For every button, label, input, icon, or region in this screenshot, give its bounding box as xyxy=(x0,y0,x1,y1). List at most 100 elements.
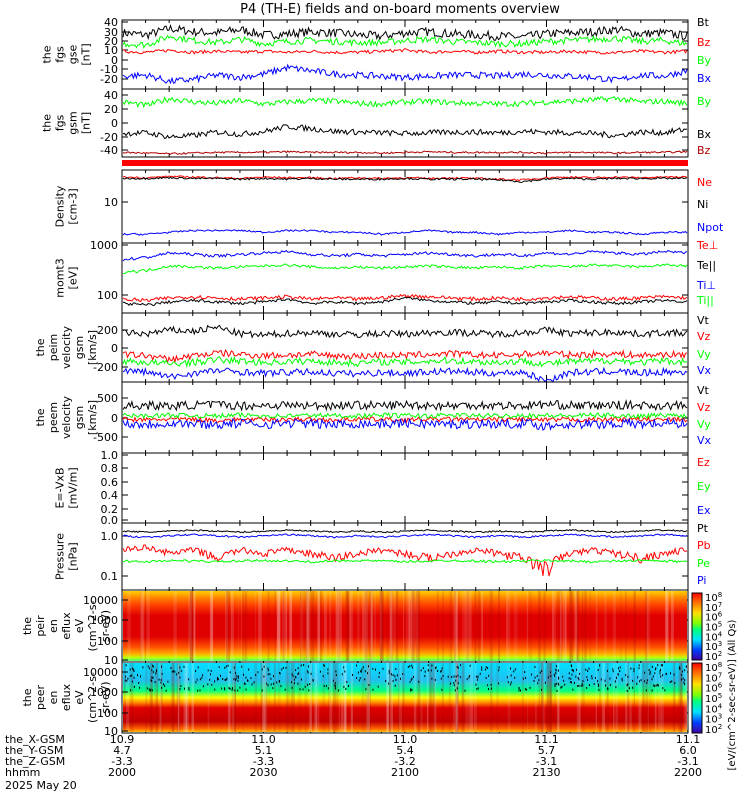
heatmap-streak xyxy=(285,663,289,732)
noise-dot xyxy=(654,672,656,675)
noise-dot xyxy=(422,667,424,670)
heatmap-streak xyxy=(474,591,477,661)
footer-value: -3.1 xyxy=(677,755,698,768)
noise-dot xyxy=(394,684,396,687)
y-axis-label: the xyxy=(41,114,54,132)
noise-dot xyxy=(243,673,244,676)
noise-dot xyxy=(297,673,299,675)
noise-dot xyxy=(644,671,646,674)
heatmap-streak xyxy=(317,591,321,661)
heatmap-streak xyxy=(395,591,399,661)
noise-dot xyxy=(562,675,564,678)
heatmap-streak xyxy=(314,591,319,661)
noise-dot xyxy=(307,683,309,686)
noise-dot xyxy=(237,679,239,682)
noise-dot xyxy=(529,686,531,689)
noise-dot xyxy=(202,685,204,688)
noise-dot xyxy=(301,678,302,681)
noise-dot xyxy=(224,688,226,691)
noise-dot xyxy=(356,664,357,667)
y-axis-label: momt3 xyxy=(54,258,67,297)
noise-dot xyxy=(167,680,169,683)
y-axis-label: E=-VxB xyxy=(54,467,67,508)
heatmap-streak xyxy=(464,591,469,661)
noise-dot xyxy=(453,681,455,684)
heatmap-streak xyxy=(350,663,353,732)
legend-label: Bz xyxy=(697,144,711,157)
panel-frame xyxy=(121,242,689,314)
noise-dot xyxy=(150,688,152,691)
y-axis-label: [mV/m] xyxy=(67,467,80,508)
heatmap-streak xyxy=(448,663,451,732)
legend-label: Vx xyxy=(697,364,712,377)
noise-dot xyxy=(410,689,412,692)
heatmap-streak xyxy=(140,591,142,661)
noise-dot xyxy=(447,675,449,678)
heatmap-streak xyxy=(332,663,336,732)
noise-dot xyxy=(267,684,269,687)
heatmap-streak xyxy=(477,591,481,661)
noise-dot xyxy=(554,674,556,677)
legend-label: Vt xyxy=(697,384,710,397)
noise-dot xyxy=(660,664,662,667)
noise-dot xyxy=(207,669,209,672)
y-tick-label: 0.4 xyxy=(101,489,119,502)
noise-dot xyxy=(670,672,671,675)
y-axis-label: fgs xyxy=(54,46,67,63)
heatmap-streak xyxy=(380,591,384,661)
heatmap-streak xyxy=(442,591,444,661)
colorbar-tick-exponent: 7 xyxy=(718,601,722,609)
noise-dot xyxy=(533,680,535,682)
heatmap-streak xyxy=(427,663,429,732)
noise-dot xyxy=(655,667,657,670)
y-axis-label: gsm xyxy=(73,406,86,429)
noise-dot xyxy=(229,671,231,674)
noise-dot xyxy=(598,688,600,691)
heatmap-streak xyxy=(620,591,622,661)
noise-dot xyxy=(621,679,623,682)
y-tick-label: 1000 xyxy=(90,614,118,627)
y-tick-label: 100 xyxy=(97,707,118,720)
noise-dot xyxy=(457,674,459,677)
noise-dot xyxy=(648,669,650,671)
noise-dot xyxy=(487,667,489,670)
series-line-Vx xyxy=(122,417,688,432)
heatmap-streak xyxy=(389,591,393,661)
heatmap-streak xyxy=(685,663,688,732)
footer-row-label: the_Y-GSM xyxy=(5,744,63,757)
noise-dot xyxy=(199,689,201,692)
heatmap-streak xyxy=(633,591,636,661)
noise-dot xyxy=(437,670,439,672)
colorbar-tick-exponent: 4 xyxy=(718,702,723,710)
heatmap-streak xyxy=(654,663,657,732)
heatmap-streak xyxy=(543,591,546,661)
noise-dot xyxy=(572,688,574,691)
noise-dot xyxy=(612,668,614,671)
noise-dot xyxy=(597,683,599,686)
noise-dot xyxy=(233,678,235,681)
figure-title: P4 (TH-E) fields and on-board moments ov… xyxy=(240,2,560,17)
noise-dot xyxy=(216,678,218,681)
noise-dot xyxy=(615,686,617,689)
footer-value: 4.7 xyxy=(113,744,131,757)
colorbar-tick-label: 102 xyxy=(705,723,722,736)
noise-dot xyxy=(312,679,314,682)
y-tick-label: 1000 xyxy=(90,239,118,252)
noise-dot xyxy=(285,666,287,669)
noise-dot xyxy=(394,675,396,678)
noise-dot xyxy=(455,679,457,682)
y-axis-label: the xyxy=(41,45,54,63)
noise-dot xyxy=(225,665,227,668)
heatmap-streak xyxy=(306,591,311,661)
y-axis-label: peir xyxy=(34,615,47,637)
heatmap-streak xyxy=(468,591,472,661)
heatmap-streak xyxy=(193,591,196,661)
y-axis-label: eflux xyxy=(60,683,73,711)
noise-dot xyxy=(179,676,181,679)
noise-dot xyxy=(645,689,647,692)
heatmap-streak xyxy=(346,591,349,661)
noise-dot xyxy=(327,668,329,671)
noise-dot xyxy=(547,676,549,679)
heatmap-streak xyxy=(318,591,320,661)
